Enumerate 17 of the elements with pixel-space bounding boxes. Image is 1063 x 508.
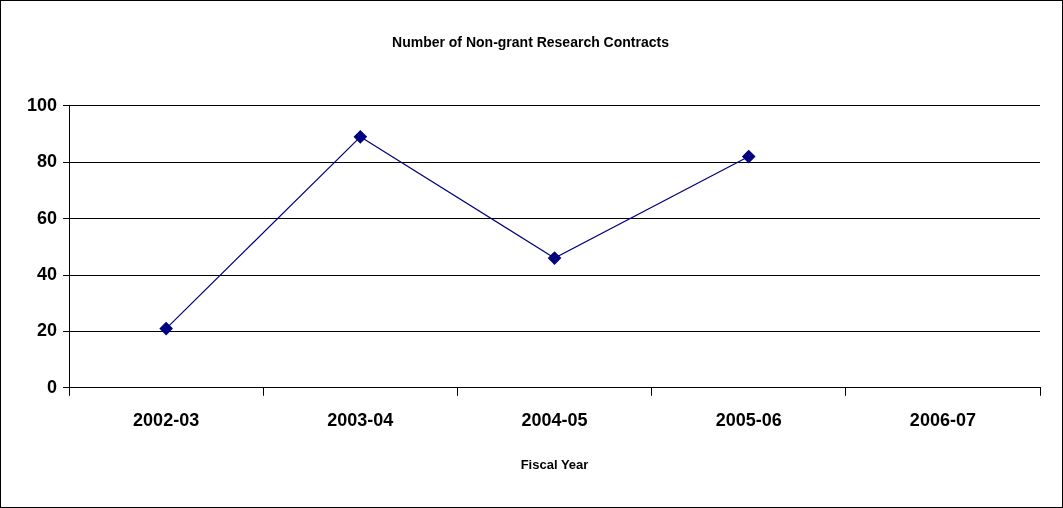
y-tick-label: 40	[37, 263, 58, 284]
y-tick-label: 100	[26, 94, 58, 115]
point	[547, 251, 562, 265]
y-tick-label: 20	[37, 320, 58, 341]
chart-title: Number of Non-grant Research Contracts	[392, 34, 670, 51]
y-tick-label: 80	[37, 151, 58, 172]
point	[159, 321, 173, 336]
x-axis-title: Fiscal Year	[520, 456, 589, 472]
point	[742, 149, 756, 164]
y-tick-label: 60	[37, 207, 58, 228]
x-tick-label: 2004-05	[521, 409, 588, 430]
x-tick-label: 2005-06	[715, 409, 782, 430]
y-tick-label: 0	[47, 376, 58, 397]
point	[353, 130, 367, 144]
x-tick-label: 2002-03	[133, 409, 200, 430]
x-tick-label: 2006-07	[909, 409, 976, 430]
x-tick-label: 2003-04	[327, 409, 394, 430]
